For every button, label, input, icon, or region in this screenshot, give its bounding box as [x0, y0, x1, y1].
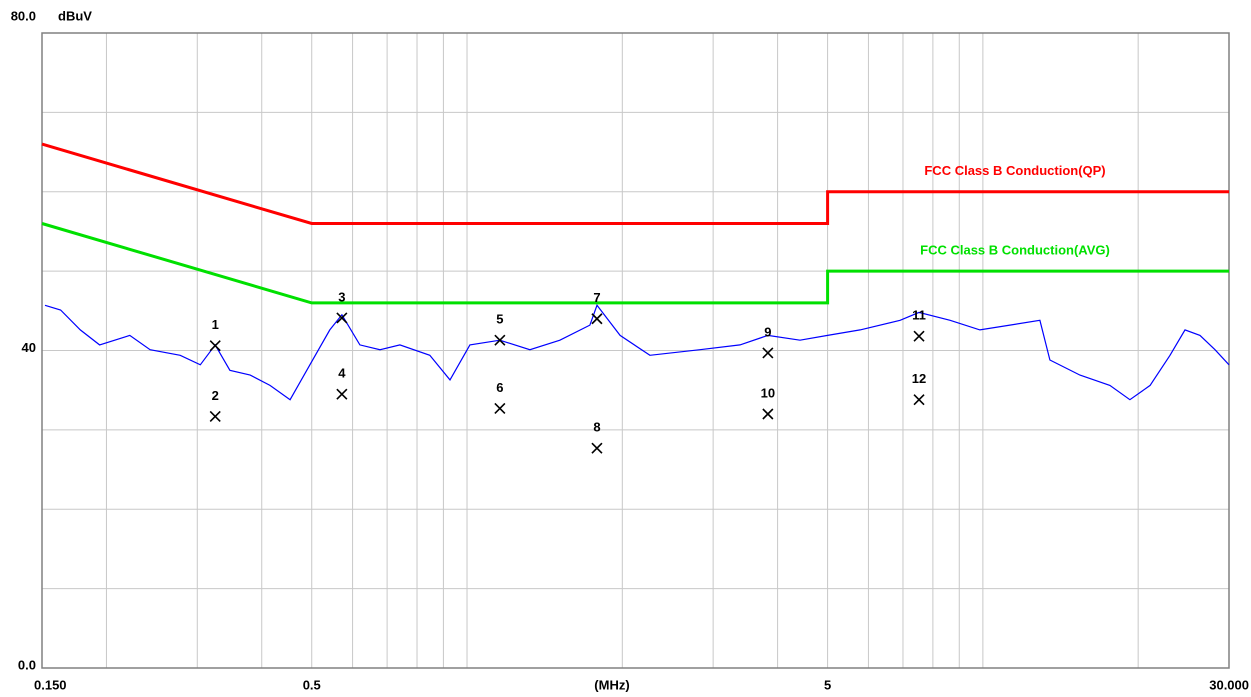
marker: [913, 330, 925, 342]
marker: [591, 313, 603, 325]
legend-label: FCC Class B Conduction(QP): [924, 163, 1105, 178]
marker-cross: [762, 347, 774, 359]
marker: [762, 408, 774, 420]
x-tick-label: 5: [824, 677, 831, 692]
marker-cross: [913, 330, 925, 342]
marker-cross: [336, 388, 348, 400]
marker: [591, 442, 603, 454]
marker-cross: [209, 410, 221, 422]
marker: [494, 402, 506, 415]
marker-label: 3: [338, 289, 345, 304]
y-axis-label: dBuV: [58, 8, 92, 23]
marker-label: 2: [212, 388, 219, 403]
marker: [209, 340, 221, 352]
marker-cross: [591, 442, 603, 454]
marker: [494, 334, 506, 346]
x-tick-label: 30.000: [1209, 677, 1249, 692]
marker-label: 12: [912, 371, 926, 386]
limit-line: [41, 142, 1229, 225]
limit-line: [41, 222, 1229, 305]
x-tick-label: 0.150: [34, 677, 67, 692]
marker-label: 10: [761, 385, 775, 400]
marker-cross: [494, 334, 506, 346]
legend-label: FCC Class B Conduction(AVG): [920, 243, 1110, 258]
marker-cross: [913, 394, 925, 406]
marker-label: 8: [593, 420, 600, 435]
x-axis-label: (MHz): [594, 677, 629, 692]
x-tick-label: 0.5: [303, 677, 321, 692]
marker-label: 9: [764, 324, 771, 339]
marker-label: 7: [593, 290, 600, 305]
marker: [762, 347, 774, 359]
marker: [336, 312, 348, 324]
marker-cross: [336, 312, 348, 324]
y-tick-label: 40: [22, 340, 36, 355]
marker-cross: [762, 408, 774, 420]
marker-cross: [494, 402, 506, 415]
marker-label: 5: [496, 312, 503, 327]
marker-cross: [209, 340, 221, 352]
marker: [209, 410, 221, 422]
marker: [336, 388, 348, 400]
marker-cross: [591, 313, 603, 325]
y-tick-label: 0.0: [18, 657, 36, 672]
marker-label: 11: [912, 308, 926, 323]
marker: [913, 394, 925, 406]
marker-label: 4: [338, 366, 346, 381]
marker-label: 1: [212, 317, 219, 332]
marker-label: 6: [496, 380, 503, 395]
plot-frame: [41, 32, 1230, 669]
y-tick-label: 80.0: [11, 8, 36, 23]
trace-line: [44, 304, 1230, 401]
